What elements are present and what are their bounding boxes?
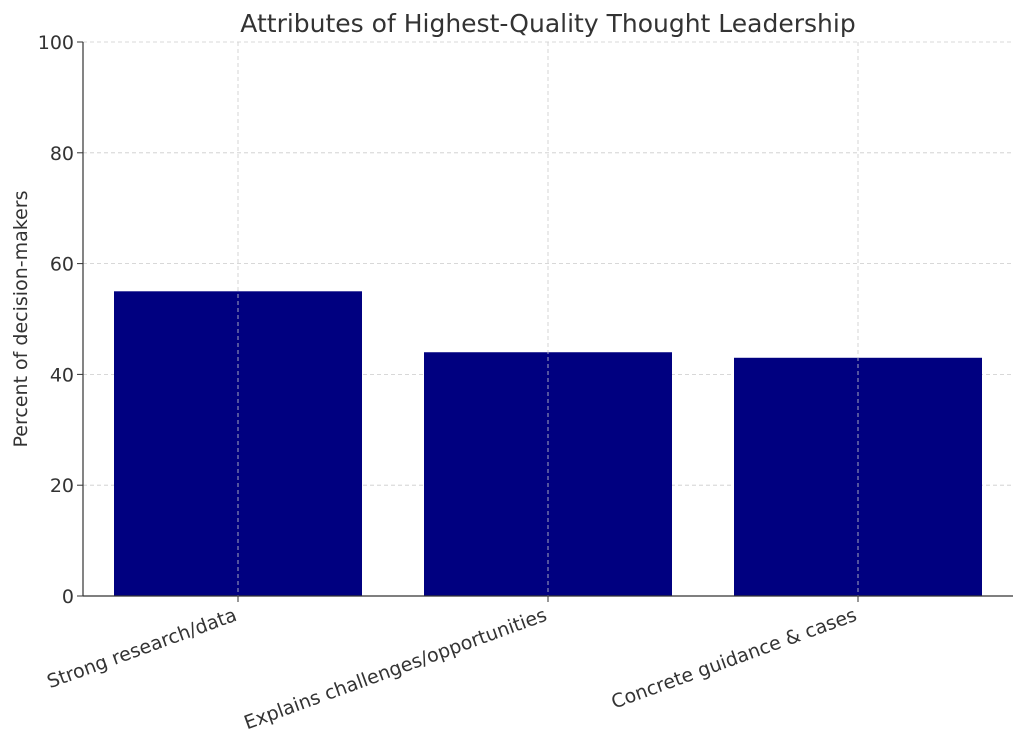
y-tick-label: 40 <box>50 364 74 386</box>
chart-title: Attributes of Highest-Quality Thought Le… <box>240 9 855 38</box>
x-ticks: Strong research/data Explains challenges/… <box>44 596 860 734</box>
x-tick-label: Explains challenges/opportunities <box>241 604 549 734</box>
y-tick-label: 100 <box>38 32 74 54</box>
x-tick-label: Strong research/data <box>44 604 240 693</box>
y-tick-label: 60 <box>50 254 74 276</box>
vertical-grid-lines <box>237 42 859 596</box>
y-tick-label: 80 <box>50 143 74 165</box>
y-tick-label: 0 <box>62 586 74 608</box>
y-axis-label: Percent of decision-makers <box>10 191 32 448</box>
x-tick-label: Concrete guidance & cases <box>608 604 859 713</box>
y-tick-label: 20 <box>50 475 74 497</box>
y-ticks: 0 20 40 60 80 100 <box>38 32 83 608</box>
